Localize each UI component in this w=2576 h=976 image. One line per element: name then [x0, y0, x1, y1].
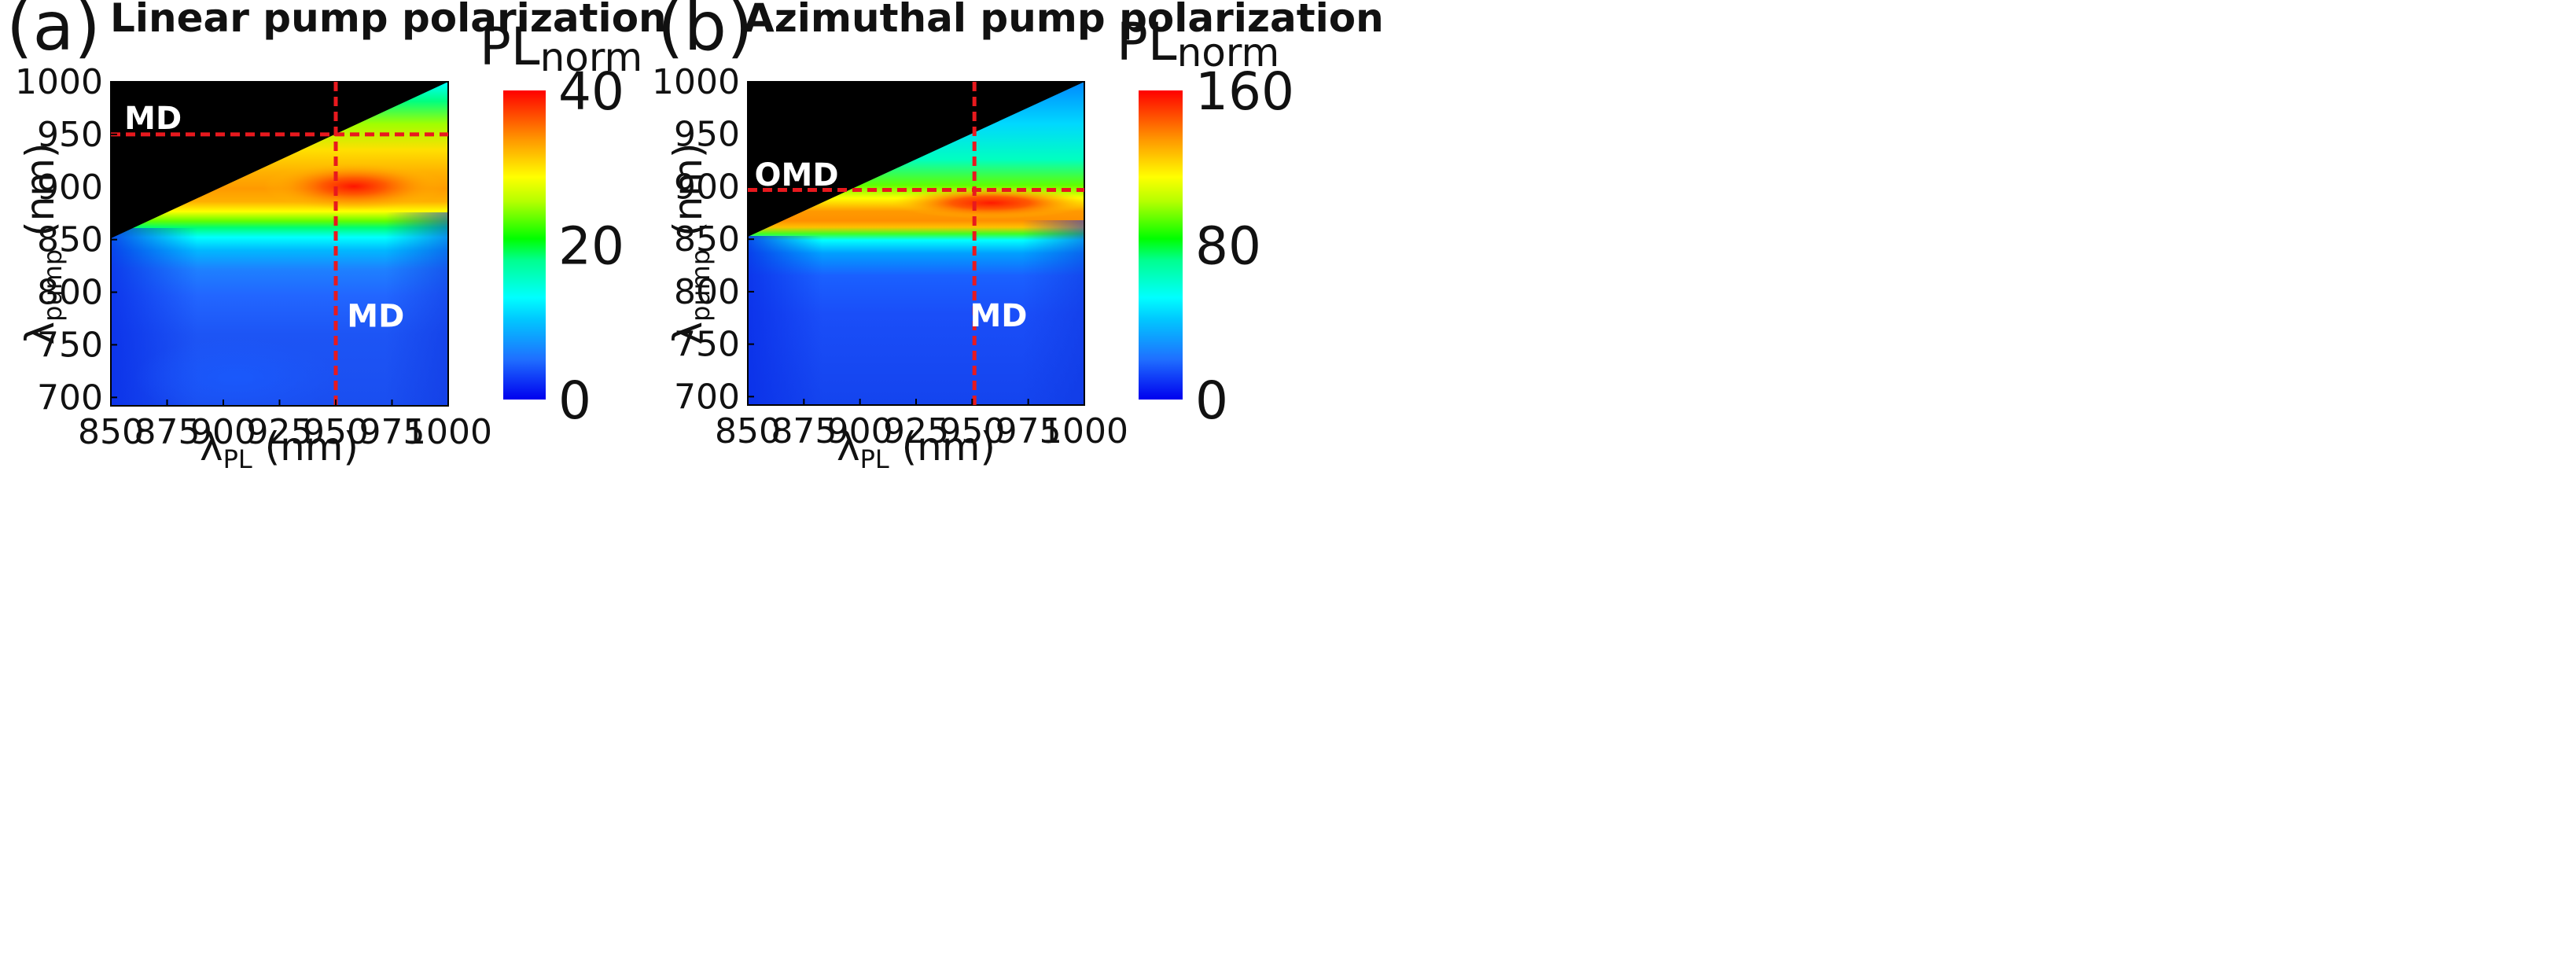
annotation-label: OMD: [755, 157, 839, 193]
x-tick-label: 900: [827, 411, 893, 451]
y-tick-label: 850: [37, 220, 103, 260]
y-tick-label: 750: [37, 325, 103, 365]
x-tick-label: 975: [359, 412, 425, 452]
panel-label-b: (b): [657, 0, 753, 66]
colorbar-tick-label: 160: [1195, 61, 1294, 122]
heatmap-b: [748, 82, 1084, 405]
x-tick-label: 950: [303, 412, 369, 452]
colorbar-tick-label: 80: [1195, 216, 1261, 277]
heatmap-b-right-falloff: [1022, 220, 1084, 405]
x-tick-label: 875: [134, 412, 201, 452]
colorbar-b: [1139, 90, 1183, 400]
heatmap-a: [111, 82, 448, 406]
y-tick-label: 700: [37, 378, 103, 418]
heatmap-a-low-lobe: [134, 338, 338, 406]
y-tick-label: 1000: [15, 62, 103, 102]
excluded-region-b: [748, 82, 1084, 237]
y-tick-label: 750: [674, 325, 740, 365]
colorbar-a: [503, 90, 546, 400]
panel-b: (b) Azimuthal pump polarization OMD MD 85…: [652, 0, 1384, 474]
y-tick-label: 950: [37, 115, 103, 155]
x-tick-label: 850: [715, 411, 781, 451]
colorbar-label-b: PLnorm: [1117, 12, 1279, 76]
annotations-b: OMD MD: [755, 157, 1028, 334]
y-axis-title-b: λpump (nm): [665, 143, 716, 345]
x-tick-label: 1000: [404, 412, 492, 452]
heatmap-a-right-falloff: [385, 212, 448, 406]
x-tick-label: 925: [883, 411, 949, 451]
colorbar-tick-label: 0: [558, 370, 591, 431]
colorbar-ticks-a: 0 20 40: [558, 61, 624, 431]
axes-b: 8508759009259509751000700750800850900950…: [652, 62, 1128, 451]
heatmap-a-peak: [263, 163, 444, 210]
y-tick-label: 900: [37, 168, 103, 208]
chart-title-a: Linear pump polarization: [110, 0, 667, 41]
colorbar-tick-label: 40: [558, 61, 624, 122]
x-axis-title-a: λPL (nm): [200, 424, 359, 474]
annotations-a: MD MD: [124, 101, 404, 334]
y-tick-label: 800: [37, 273, 103, 313]
annotation-label: MD: [124, 101, 182, 137]
colorbar-tick-label: 0: [1195, 370, 1228, 431]
y-tick-label: 800: [674, 272, 740, 312]
panel-label-a: (a): [6, 0, 101, 66]
axes-a: 8508759009259509751000700750800850900950…: [15, 62, 492, 452]
annotation-label: MD: [347, 299, 404, 335]
heatmap-b-left-falloff: [748, 236, 822, 405]
x-axis-title-b: λPL (nm): [837, 424, 995, 474]
y-tick-label: 700: [674, 377, 740, 417]
x-tick-label: 925: [247, 412, 313, 452]
colorbar-ticks-b: 0 80 160: [1195, 61, 1294, 431]
y-tick-label: 900: [674, 167, 740, 207]
x-tick-label: 950: [939, 411, 1005, 451]
excluded-region-a: [111, 82, 448, 238]
chart-title-b: Azimuthal pump polarization: [744, 0, 1384, 41]
x-tick-label: 900: [190, 412, 256, 452]
x-tick-label: 875: [771, 411, 837, 451]
x-tick-label: 975: [995, 411, 1062, 451]
dashed-lines-b: [748, 82, 1084, 405]
annotation-label: MD: [970, 298, 1027, 334]
heatmap-b-peak: [892, 187, 1084, 219]
x-tick-label: 1000: [1040, 411, 1128, 451]
dashed-lines-a: [111, 82, 448, 406]
y-tick-label: 850: [674, 219, 740, 260]
y-tick-label: 1000: [652, 62, 740, 102]
colorbar-label-a: PLnorm: [480, 17, 642, 80]
colorbar-tick-label: 20: [558, 216, 624, 277]
y-axis-title-a: λpump (nm): [17, 143, 68, 345]
y-tick-label: 950: [674, 115, 740, 155]
x-tick-label: 850: [78, 412, 144, 452]
